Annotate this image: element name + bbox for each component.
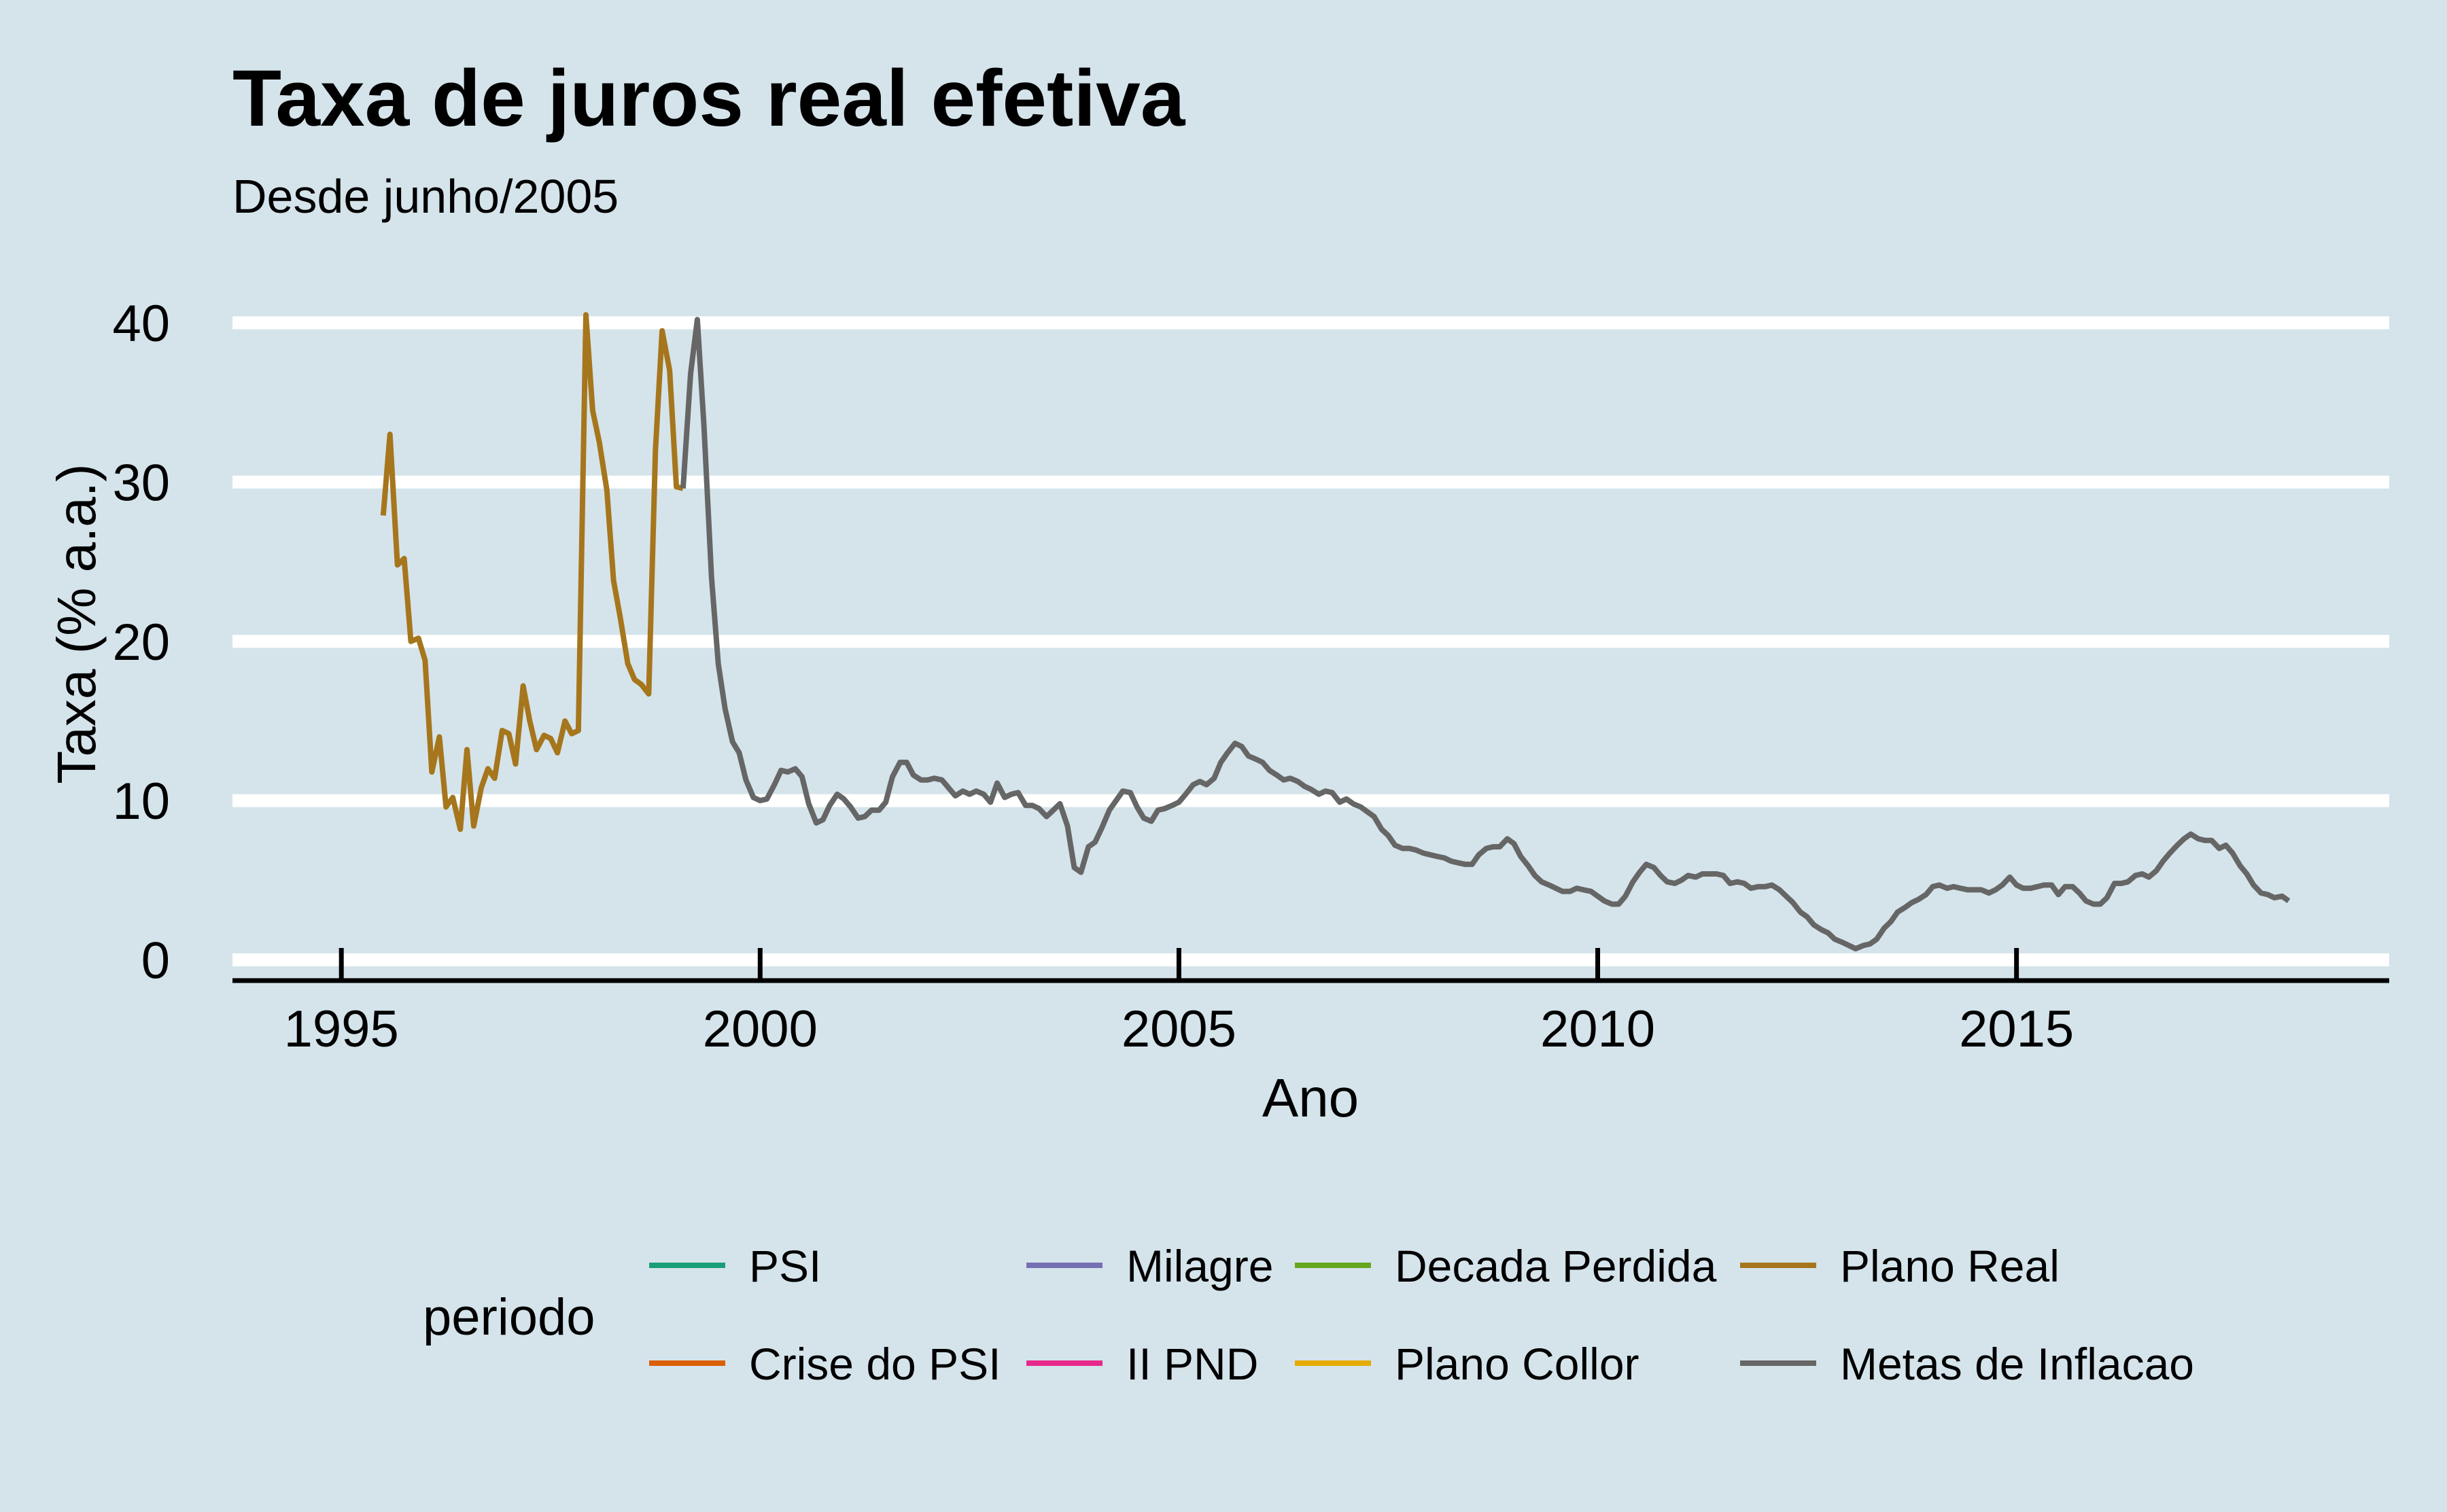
x-tick-label: 2015	[1959, 1000, 2074, 1058]
legend-label: Decada Perdida	[1395, 1241, 1717, 1291]
series-group	[380, 312, 2291, 952]
x-tick-label: 2005	[1122, 1000, 1236, 1058]
legend-label: II PND	[1126, 1339, 1258, 1389]
legend-label: Plano Real	[1840, 1241, 2060, 1291]
chart-subtitle: Desde junho/2005	[232, 170, 619, 223]
gridlines	[232, 316, 2389, 967]
legend: PSI Crise do PSI Milagre II PND Decada Perdi…	[649, 1241, 2194, 1389]
series-line-plano-real	[380, 312, 684, 832]
y-tick-label: 40	[112, 295, 170, 353]
legend-label: Crise do PSI	[749, 1339, 1001, 1389]
y-tick-label: 20	[112, 614, 170, 671]
series-line-metas-de-inflacao	[680, 317, 2291, 952]
x-tick-label: 2000	[703, 1000, 818, 1058]
legend-label: Metas de Inflacao	[1840, 1339, 2194, 1389]
chart-title: Taxa de juros real efetiva	[232, 54, 1186, 143]
y-tick-label: 10	[112, 773, 170, 830]
x-tick-label: 1995	[284, 1000, 399, 1058]
x-tick-label: 2010	[1540, 1000, 1655, 1058]
y-tick-label: 0	[141, 932, 170, 990]
y-axis-title: Taxa (% a.a.)	[46, 463, 107, 784]
y-tick-label: 30	[112, 454, 170, 512]
x-axis-title: Ano	[1262, 1068, 1359, 1128]
legend-label: Plano Collor	[1395, 1339, 1639, 1389]
y-axis-tick-labels: 0 10 20 30 40	[112, 295, 170, 990]
legend-label: Milagre	[1126, 1241, 1273, 1291]
x-axis-ticks: 1995 2000 2005 2010 2015	[284, 948, 2074, 1058]
legend-title: periodo	[423, 1288, 595, 1346]
legend-label: PSI	[749, 1241, 821, 1291]
